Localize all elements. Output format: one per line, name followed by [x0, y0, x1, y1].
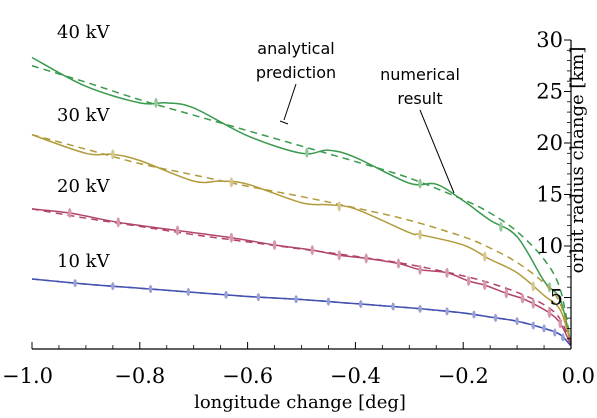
marker-10kv-10 — [418, 304, 422, 313]
marker-20kv-10 — [445, 267, 449, 278]
y-tick-label: 25 — [536, 80, 563, 104]
annotation-numerical-line2: result — [397, 89, 442, 108]
marker-20kv-7 — [364, 253, 368, 264]
series-label-30kv: 30 kV — [57, 105, 111, 126]
x-tick-label: −0.8 — [114, 364, 165, 388]
analytical-line-30kv — [31, 134, 572, 345]
marker-10kv-16 — [542, 324, 546, 333]
marker-20kv-4 — [272, 239, 277, 250]
marker-10kv-1 — [111, 282, 115, 291]
x-tick-label: −0.4 — [330, 364, 381, 388]
x-ticks: −1.0 −0.8 −0.6 −0.4 −0.2 0.0 — [2, 342, 595, 388]
marker-40kv-0 — [154, 97, 158, 108]
y-axis-title: orbit radius change [km] — [567, 47, 588, 274]
marker-20kv-16 — [547, 307, 552, 318]
marker-30kv-1 — [229, 177, 234, 188]
annotation-analytical-line2: prediction — [256, 63, 336, 82]
marker-10kv-8 — [358, 300, 363, 309]
y-ticks: 5 10 15 20 25 30 — [536, 28, 571, 340]
marker-20kv-2 — [175, 225, 180, 236]
marker-30kv-4 — [482, 251, 487, 262]
marker-40kv-3 — [499, 221, 503, 232]
marker-10kv-2 — [148, 285, 153, 294]
marker-20kv-15 — [531, 298, 536, 309]
y-tick-label: 15 — [536, 183, 563, 207]
marker-20kv-0 — [67, 208, 72, 219]
marker-20kv-5 — [310, 245, 315, 256]
analytical-line-20kv — [31, 208, 572, 346]
series-labels: 40 kV 30 kV 20 kV 10 kV — [57, 22, 111, 272]
x-axis-title: longitude change [deg] — [194, 392, 406, 413]
marker-10kv-12 — [472, 310, 476, 319]
annotations: analytical prediction numerical result — [256, 39, 460, 194]
annotation-analytical-pointer-tick — [279, 120, 289, 125]
marker-20kv-11 — [466, 276, 471, 287]
marker-10kv-13 — [493, 313, 498, 322]
series-10kv — [31, 278, 572, 347]
y-tick-label: 20 — [536, 131, 563, 155]
x-tick-label: −0.2 — [438, 364, 489, 388]
marker-10kv-4 — [224, 290, 228, 299]
annotation-analytical-line1: analytical — [257, 39, 334, 58]
analytical-line-40kv — [31, 65, 572, 344]
marker-20kv-13 — [504, 288, 509, 299]
series-20kv — [31, 208, 572, 346]
marker-20kv-1 — [116, 217, 121, 228]
annotation-analytical-pointer — [283, 83, 297, 121]
x-tick-label: −0.6 — [222, 364, 273, 388]
marker-10kv-6 — [294, 295, 298, 304]
marker-10kv-14 — [515, 317, 519, 326]
series-label-10kv: 10 kV — [57, 251, 111, 272]
marker-10kv-9 — [391, 302, 395, 311]
series-label-40kv: 40 kV — [57, 22, 111, 43]
y-tick-label: 10 — [536, 234, 563, 258]
y-tick-label: 5 — [550, 286, 563, 310]
marker-30kv-3 — [418, 229, 422, 240]
marker-20kv-9 — [418, 264, 422, 275]
numerical-line-30kv — [31, 134, 572, 345]
marker-10kv-15 — [531, 321, 536, 330]
annotation-numerical-line1: numerical — [380, 65, 460, 84]
marker-10kv-3 — [186, 287, 191, 296]
marker-40kv-2 — [418, 178, 422, 189]
numerical-line-20kv — [31, 208, 572, 346]
marker-30kv-0 — [111, 149, 115, 160]
marker-10kv-0 — [73, 279, 77, 288]
series-30kv — [31, 134, 572, 345]
marker-20kv-17 — [558, 318, 563, 329]
marker-30kv-5 — [531, 281, 536, 292]
marker-20kv-14 — [520, 293, 525, 304]
marker-20kv-3 — [229, 232, 234, 243]
marker-20kv-12 — [482, 280, 487, 291]
marker-30kv-2 — [337, 201, 342, 212]
marker-40kv-1 — [305, 147, 309, 158]
marker-20kv-8 — [396, 258, 401, 269]
marker-10kv-7 — [326, 297, 331, 306]
series-40kv — [31, 56, 572, 345]
series-layer — [31, 56, 572, 347]
marker-10kv-18 — [561, 333, 565, 342]
annotation-numerical-pointer — [419, 109, 455, 194]
numerical-line-40kv — [31, 56, 572, 345]
series-label-20kv: 20 kV — [57, 176, 111, 197]
x-tick-label: −1.0 — [2, 364, 53, 388]
y-tick-label: 30 — [536, 28, 563, 52]
numerical-line-10kv — [31, 278, 572, 347]
marker-20kv-6 — [337, 250, 342, 261]
marker-10kv-5 — [256, 293, 261, 302]
marker-10kv-11 — [445, 307, 449, 316]
marker-10kv-17 — [553, 328, 557, 337]
x-tick-label: 0.0 — [562, 364, 595, 388]
